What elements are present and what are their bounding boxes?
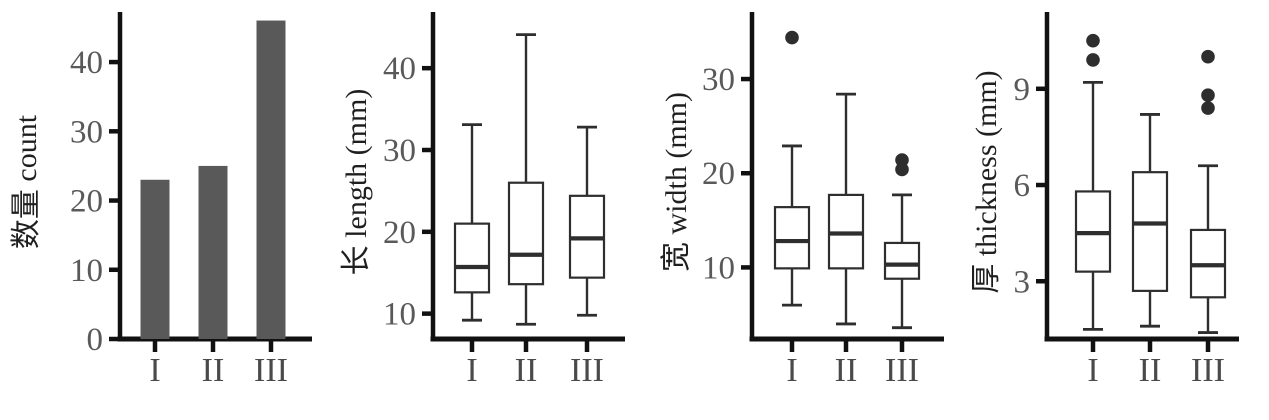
bar-III (256, 20, 286, 340)
bar-II (198, 165, 228, 339)
panel-count: 0 10 20 30 40 I II III 数量 count (0, 0, 322, 420)
iqr-box (773, 206, 811, 270)
category-label: II (1139, 352, 1162, 389)
outlier-point (895, 153, 909, 167)
y-tick-label: 40 (383, 51, 416, 87)
box-II (507, 33, 545, 326)
panel-width: 10 20 30 I II III 宽 width (mm) (650, 0, 960, 420)
y-axis-title: 长 length (mm) (340, 89, 373, 276)
y-tick-label: 20 (70, 184, 103, 220)
y-axis-title: 厚 thickness (mm) (970, 70, 1003, 293)
y-tick-label: 0 (87, 322, 104, 358)
outlier-point (895, 162, 909, 177)
x-tick-group: I II III (1087, 341, 1225, 389)
box-III (1189, 49, 1227, 334)
category-label: II (835, 352, 858, 389)
y-tick-label: 6 (1014, 168, 1031, 204)
box-II (1131, 113, 1169, 328)
category-label: II (202, 352, 225, 389)
outlier-point (1201, 101, 1215, 115)
category-label: I (786, 352, 797, 389)
panel-length: 10 20 30 40 I II III 长 length (mm) (330, 0, 650, 420)
category-label: III (570, 352, 604, 389)
y-tick-label: 9 (1014, 72, 1031, 108)
outlier-point (1086, 53, 1100, 67)
box-I (453, 123, 491, 322)
outlier-point (785, 30, 799, 45)
box-III (883, 153, 921, 330)
y-tick-group: 10 20 30 40 (383, 51, 433, 333)
y-axis (749, 12, 944, 342)
box-III (568, 125, 606, 317)
iqr-box (883, 241, 921, 280)
y-tick-label: 30 (70, 114, 103, 150)
outlier-point (1201, 49, 1215, 64)
y-tick-label: 10 (702, 250, 735, 286)
y-tick-label: 20 (383, 215, 416, 251)
iqr-box (453, 222, 491, 294)
bars (140, 20, 286, 340)
x-tick-group: I II III (149, 341, 288, 389)
bar-I (140, 179, 170, 339)
category-label: I (1087, 352, 1098, 389)
y-tick-label: 30 (702, 62, 735, 98)
y-tick-label: 40 (70, 45, 103, 81)
category-label: III (885, 352, 919, 389)
y-tick-label: 10 (383, 297, 416, 333)
y-axis-title: 宽 width (mm) (660, 92, 693, 272)
y-tick-group: 3 6 9 (1014, 72, 1047, 300)
y-tick-label: 20 (702, 156, 735, 192)
y-axis-title: 数量 count (10, 114, 43, 249)
x-tick-group: I II III (786, 341, 919, 389)
y-tick-label: 10 (70, 253, 103, 289)
y-tick-group: 0 10 20 30 40 (70, 45, 120, 358)
category-label: II (515, 352, 538, 389)
iqr-box (1131, 171, 1169, 292)
box-II (827, 92, 865, 326)
category-label: III (254, 352, 288, 389)
category-label: I (149, 352, 160, 389)
outlier-point (1086, 33, 1100, 48)
y-tick-group: 10 20 30 (702, 62, 752, 286)
outlier-point (1201, 88, 1215, 102)
box-I (773, 30, 811, 307)
category-label: I (466, 352, 477, 389)
iqr-box (507, 181, 545, 286)
y-axis (1044, 12, 1239, 342)
panel-thickness: 3 6 9 I II III 厚 thickness (mm) (960, 0, 1269, 420)
x-tick-group: I II III (466, 341, 604, 389)
y-tick-label: 3 (1014, 264, 1031, 300)
y-tick-label: 30 (383, 133, 416, 169)
category-label: III (1191, 352, 1225, 389)
box-I (1074, 33, 1112, 331)
